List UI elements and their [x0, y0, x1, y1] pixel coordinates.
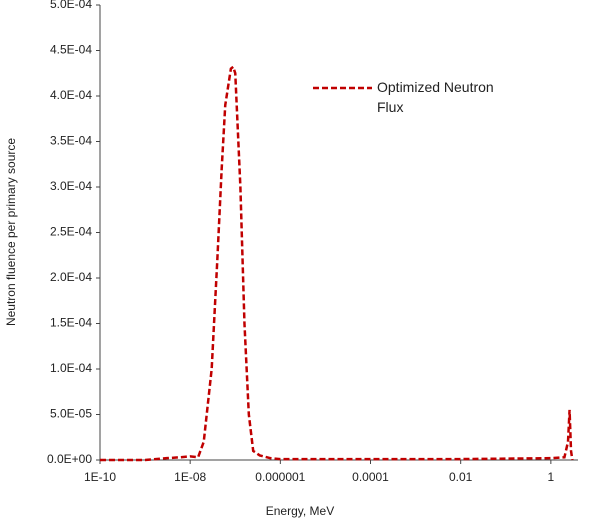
- y-axis-label: Neutron fluence per primary source: [4, 138, 18, 326]
- y-tick-label: 0.0E+00: [47, 452, 92, 466]
- x-tick-label: 1: [548, 470, 555, 484]
- legend-label: Optimized Neutron Flux: [377, 79, 494, 115]
- x-tick-label: 1E-08: [174, 470, 206, 484]
- y-tick-label: 4.0E-04: [50, 88, 92, 102]
- y-tick-label: 5.0E-05: [50, 407, 92, 421]
- y-tick-label: 1.5E-04: [50, 316, 92, 330]
- legend-line: Optimized Neutron: [377, 79, 494, 95]
- data-line: [100, 64, 574, 462]
- x-axis-label: Energy, MeV: [266, 504, 334, 518]
- y-tick-label: 3.5E-04: [50, 134, 92, 148]
- y-tick-label: 5.0E-04: [50, 0, 92, 11]
- x-tick-label: 0.0001: [352, 470, 389, 484]
- y-tick-label: 1.0E-04: [50, 361, 92, 375]
- x-tick-label: 0.01: [449, 470, 473, 484]
- y-tick-label: 2.0E-04: [50, 270, 92, 284]
- y-tick-label: 2.5E-04: [50, 225, 92, 239]
- y-tick-label: 4.5E-04: [50, 43, 92, 57]
- y-tick-label: 3.0E-04: [50, 179, 92, 193]
- x-tick-label: 0.000001: [255, 470, 305, 484]
- legend-line: Flux: [377, 99, 403, 115]
- x-tick-label: 1E-10: [84, 470, 116, 484]
